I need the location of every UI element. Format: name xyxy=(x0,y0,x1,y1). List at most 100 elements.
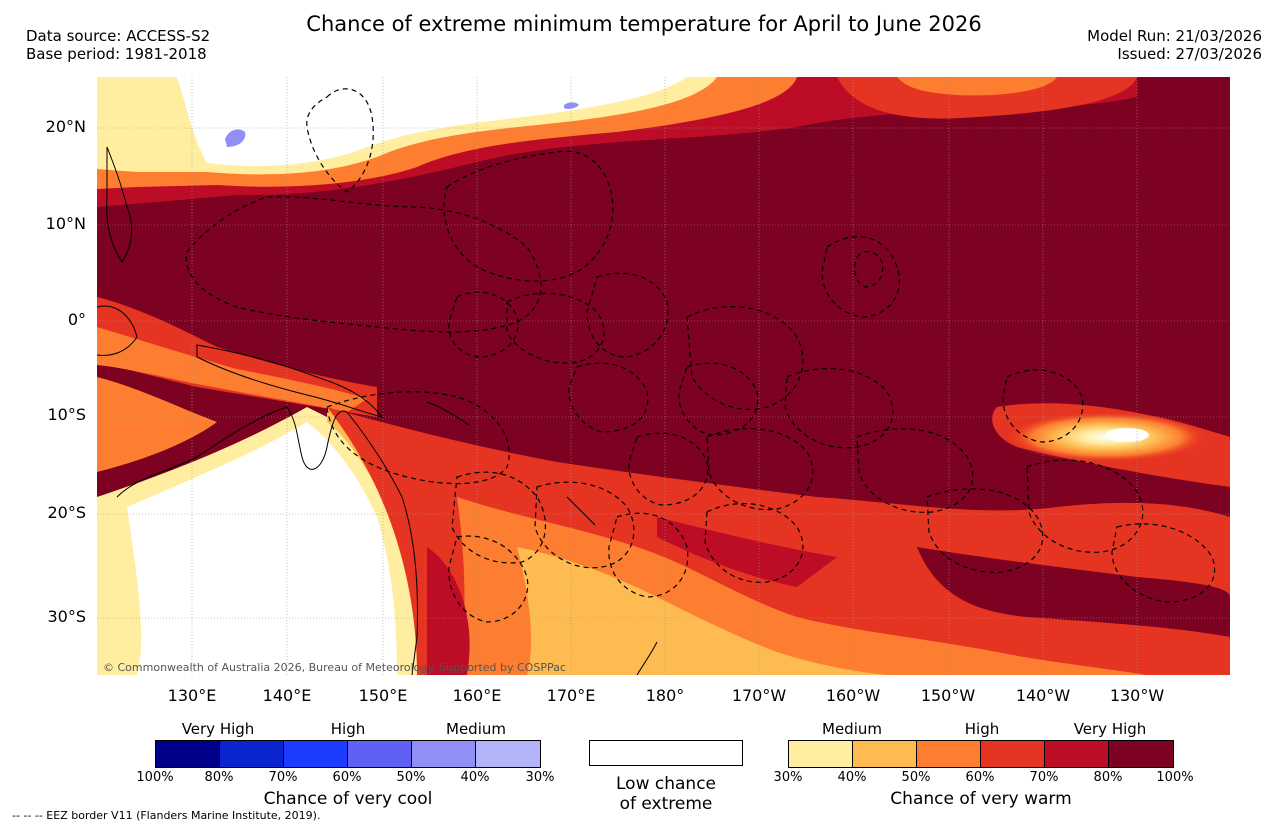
eez-phoenix xyxy=(586,272,669,358)
new-caledonia-coastline xyxy=(566,496,596,526)
north-cool-patch-2 xyxy=(564,102,579,109)
lon-label-130e: 130°E xyxy=(167,686,217,705)
eez-solomon xyxy=(326,391,510,485)
lat-label-20s: 20°S xyxy=(47,503,86,522)
eez-nauru-kiribati xyxy=(448,291,519,358)
lon-label-140w: 140°W xyxy=(1015,686,1071,705)
temperature-map: © Commonwealth of Australia 2026, Bureau… xyxy=(97,77,1230,675)
map-credit: © Commonwealth of Australia 2026, Bureau… xyxy=(103,661,566,674)
eez-cook-south xyxy=(704,502,804,583)
lat-label-0: 0° xyxy=(67,310,86,329)
low-chance-line1: Low chance xyxy=(616,774,716,794)
cool-category-very-high: Very High xyxy=(181,720,255,738)
warm-category-high: High xyxy=(964,720,1000,738)
south-pacific-deep-2 xyxy=(917,547,1230,637)
lat-label-30s: 30°S xyxy=(47,607,86,626)
eez-palau-fsm xyxy=(185,196,542,333)
lat-label-10n: 10°N xyxy=(45,214,86,233)
eez-borders xyxy=(185,88,1216,623)
warm-tick-40: 40% xyxy=(837,770,867,785)
lon-label-160w: 160°W xyxy=(825,686,881,705)
warm-tick-50: 50% xyxy=(901,770,931,785)
eez-cook-north xyxy=(706,427,814,511)
cool-tick-100: 100% xyxy=(136,770,174,785)
lat-label-20n: 20°N xyxy=(45,117,86,136)
cool-swatch-2 xyxy=(220,741,284,767)
south-pacific-deep-1 xyxy=(427,547,470,675)
lat-label-10s: 10°S xyxy=(47,405,86,424)
cool-tick-30: 30% xyxy=(525,770,555,785)
cool-category-medium: Medium xyxy=(446,720,506,738)
philippines-coastline xyxy=(106,146,133,263)
australia-north-orange xyxy=(97,377,217,472)
data-source: Data source: ACCESS-S2 xyxy=(26,27,211,45)
graticule xyxy=(97,77,1230,675)
warm-swatch-4 xyxy=(981,741,1045,767)
warm-legend-title: Chance of very warm xyxy=(890,789,1072,809)
eez-new-caledonia xyxy=(448,535,529,623)
eez-pitcairn xyxy=(1111,523,1216,603)
warm-tick-100: 100% xyxy=(1156,770,1194,785)
lon-label-150w: 150°W xyxy=(920,686,976,705)
cool-colorbar xyxy=(155,740,541,768)
lon-label-140e: 140°E xyxy=(262,686,312,705)
cool-category-high: High xyxy=(330,720,366,738)
cool-tick-50: 50% xyxy=(396,770,426,785)
warm-colorbar xyxy=(788,740,1174,768)
new-zealand-coastline xyxy=(636,641,658,675)
new-guinea-coastline xyxy=(196,344,384,418)
north-east-orange xyxy=(897,77,1057,96)
eez-jarvis xyxy=(821,236,900,318)
warm-tick-80: 80% xyxy=(1093,770,1123,785)
south-pacific-deep-3 xyxy=(657,517,837,587)
north-cool-patch-1 xyxy=(225,129,246,147)
lon-label-160e: 160°E xyxy=(452,686,502,705)
model-run: Model Run: 21/03/2026 xyxy=(1087,27,1262,45)
source-info: Data source: ACCESS-S2 Base period: 1981… xyxy=(26,27,210,63)
lon-label-180: 180° xyxy=(645,686,685,705)
north-east-red xyxy=(837,77,1137,119)
lon-label-150e: 150°E xyxy=(358,686,408,705)
cool-swatch-1 xyxy=(156,741,220,767)
warm-category-very-high: Very High xyxy=(1073,720,1147,738)
eez-french-poly-east xyxy=(1026,459,1144,553)
cool-tick-70: 70% xyxy=(268,770,298,785)
solomon-islands-coastline xyxy=(426,401,470,426)
warm-category-medium: Medium xyxy=(822,720,882,738)
cool-tick-40: 40% xyxy=(460,770,490,785)
eez-french-poly-west xyxy=(856,428,974,513)
east-low-chance xyxy=(1105,428,1149,442)
map-title: Chance of extreme minimum temperature fo… xyxy=(306,12,982,36)
cool-legend-title: Chance of very cool xyxy=(263,789,433,809)
australia-low-chance xyxy=(127,422,397,675)
warm-tick-60: 60% xyxy=(965,770,995,785)
eez-footnote: -- -- -- EEZ border V11 (Flanders Marine… xyxy=(12,809,321,822)
cool-swatch-5 xyxy=(412,741,476,767)
warm-swatch-5 xyxy=(1045,741,1109,767)
lon-label-130w: 130°W xyxy=(1109,686,1165,705)
warm-swatch-6 xyxy=(1109,741,1173,767)
lon-label-170e: 170°E xyxy=(546,686,596,705)
coastlines xyxy=(97,146,658,675)
eez-vanuatu xyxy=(451,471,546,564)
cool-tick-60: 60% xyxy=(332,770,362,785)
warm-tick-70: 70% xyxy=(1029,770,1059,785)
warm-tick-30: 30% xyxy=(773,770,803,785)
eez-kiribati-east xyxy=(784,367,894,449)
eez-gilberts xyxy=(506,292,605,364)
cool-swatch-3 xyxy=(284,741,348,767)
base-period: Base period: 1981-2018 xyxy=(26,45,207,63)
lon-label-170w: 170°W xyxy=(731,686,787,705)
maritime-orange xyxy=(97,327,367,412)
run-info: Model Run: 21/03/2026 Issued: 27/03/2026 xyxy=(1087,27,1262,63)
warm-swatch-2 xyxy=(853,741,917,767)
eez-marquesas xyxy=(1002,369,1084,443)
eez-french-poly-central xyxy=(926,488,1044,573)
north-low-chance xyxy=(177,77,687,167)
south-pacific-yellow xyxy=(517,547,887,675)
low-chance-line2: of extreme xyxy=(619,794,713,814)
eez-mariana xyxy=(306,88,374,193)
warm-swatch-1 xyxy=(789,741,853,767)
eez-fiji xyxy=(534,481,635,569)
warm-swatch-3 xyxy=(917,741,981,767)
